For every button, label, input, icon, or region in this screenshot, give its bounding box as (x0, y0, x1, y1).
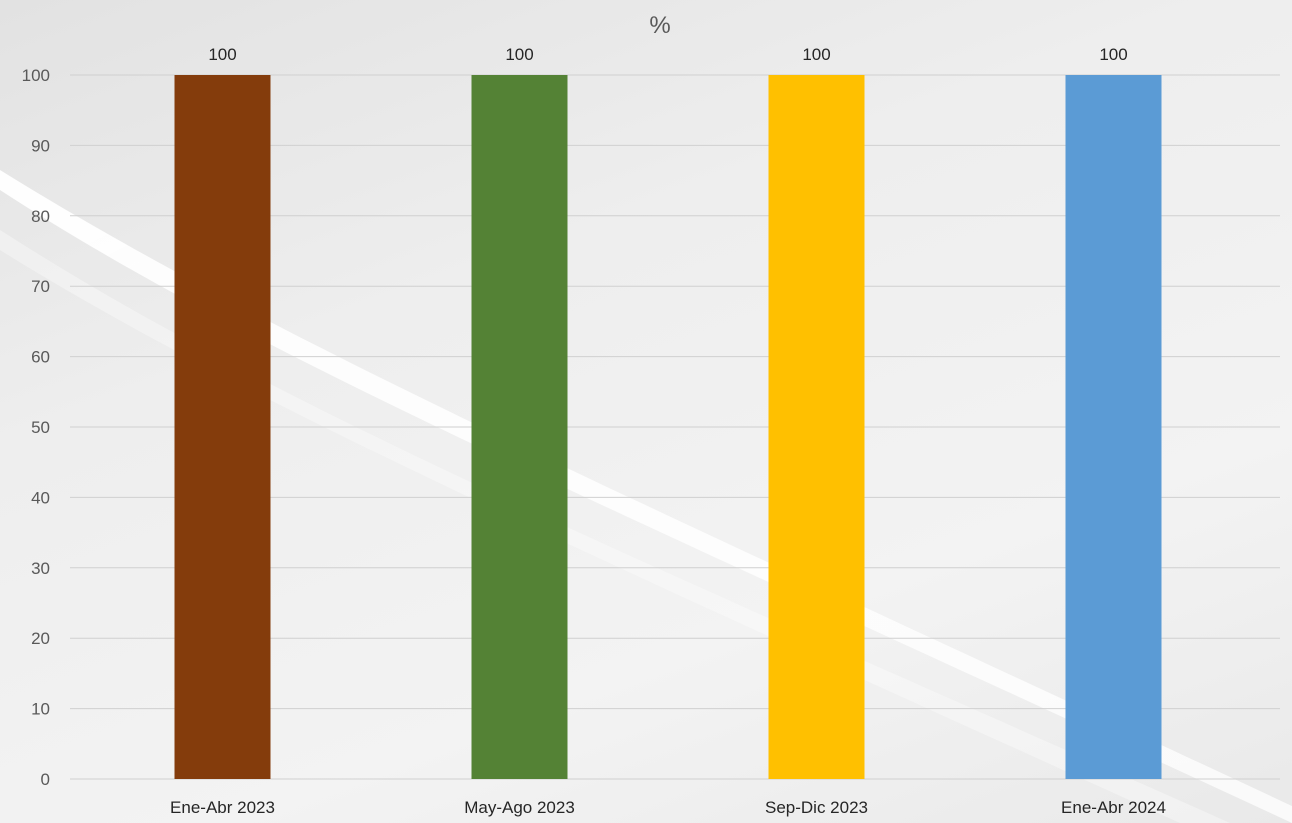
y-tick-label: 50 (31, 418, 50, 437)
data-label: 100 (505, 45, 533, 64)
y-tick-label: 70 (31, 277, 50, 296)
y-tick-label: 20 (31, 629, 50, 648)
chart-title: % (649, 12, 670, 39)
bar (174, 75, 271, 779)
y-tick-label: 10 (31, 700, 50, 719)
x-category-label: Ene-Abr 2023 (170, 798, 275, 817)
data-label: 100 (1099, 45, 1127, 64)
bar (471, 75, 568, 779)
x-category-label: May-Ago 2023 (464, 798, 575, 817)
bar (1065, 75, 1162, 779)
y-tick-label: 0 (41, 770, 50, 789)
x-category-label: Ene-Abr 2024 (1061, 798, 1166, 817)
y-tick-label: 100 (22, 66, 50, 85)
y-tick-label: 40 (31, 488, 50, 507)
background-swoosh (0, 170, 1292, 823)
data-label: 100 (208, 45, 236, 64)
y-tick-label: 90 (31, 136, 50, 155)
background-decoration (0, 170, 1292, 823)
bars (174, 75, 1162, 779)
labels: 0 10 20 30 40 50 60 70 80 90 100 100 Ene-Abr 2023 100… (22, 45, 1166, 817)
x-category-label: Sep-Dic 2023 (765, 798, 868, 817)
data-label: 100 (802, 45, 830, 64)
bar (768, 75, 865, 779)
y-tick-label: 30 (31, 559, 50, 578)
y-tick-label: 60 (31, 348, 50, 367)
y-tick-label: 80 (31, 207, 50, 226)
